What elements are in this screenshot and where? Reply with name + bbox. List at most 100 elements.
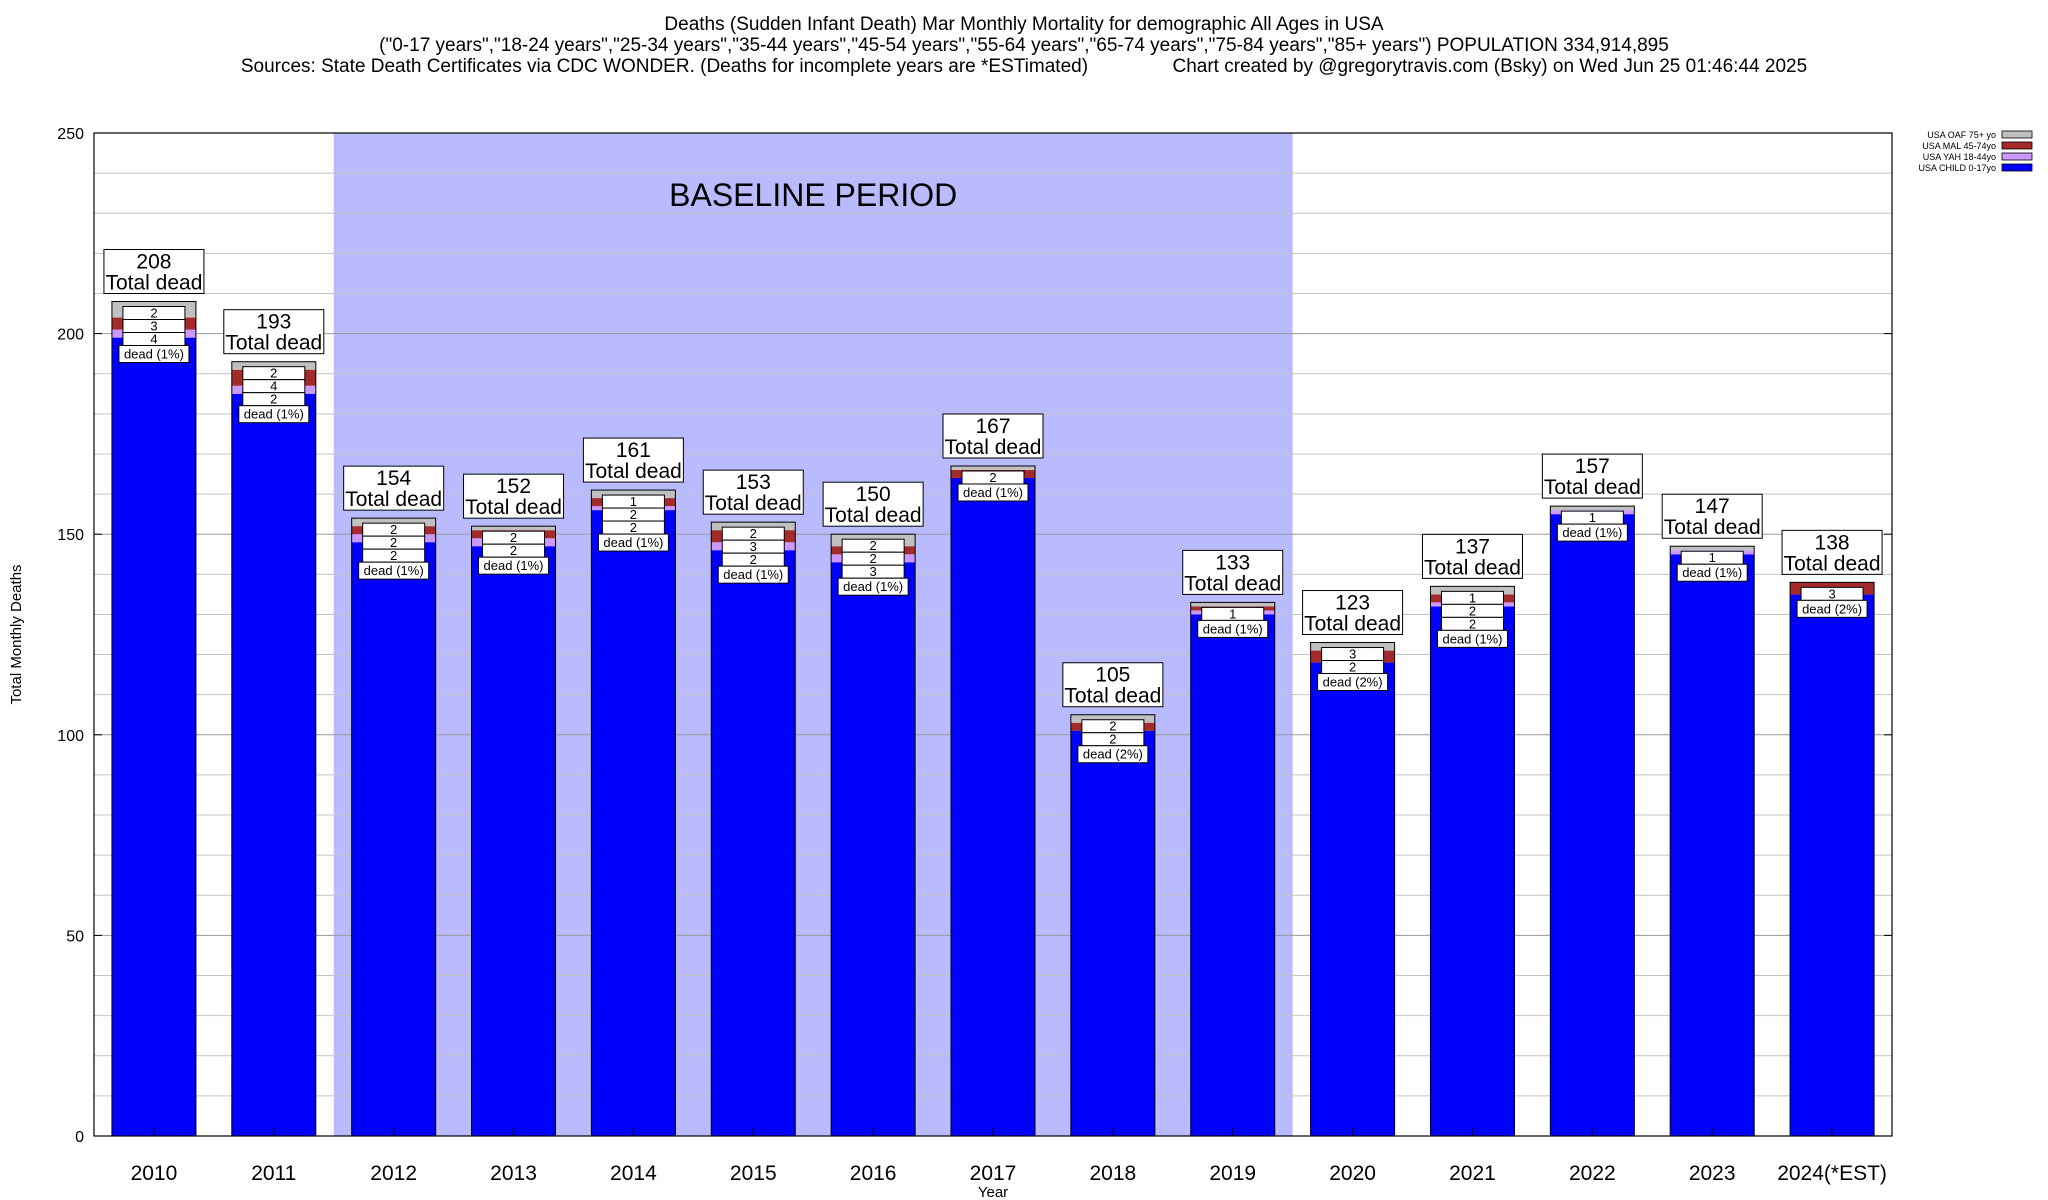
segment-value-label: 1: [1469, 590, 1476, 605]
x-tick-label: 2010: [131, 1162, 178, 1185]
total-value-label: 208: [136, 251, 171, 274]
total-callout-box: [1421, 533, 1523, 579]
legend-swatch: [2001, 152, 2033, 161]
segment-value-label: 2: [510, 543, 517, 558]
total-dead-label: Total dead: [345, 488, 442, 511]
dead-pct-box: [1436, 629, 1508, 648]
bar-segment: [951, 465, 1035, 471]
chart-subtitle: ("0-17 years","18-24 years","25-34 years…: [379, 35, 1669, 56]
y-tick-label: 250: [57, 126, 84, 143]
total-callout-box: [1182, 549, 1284, 595]
total-dead-label: Total dead: [1424, 556, 1521, 579]
total-dead-label: Total dead: [945, 436, 1042, 459]
y-tick-label: 0: [75, 1129, 84, 1146]
total-dead-label: Total dead: [1064, 685, 1161, 708]
total-callout-box: [1781, 529, 1883, 575]
x-tick-label: 2024(*EST): [1777, 1162, 1887, 1185]
dead-pct-box: [118, 345, 190, 364]
segment-value-label: 2: [510, 530, 517, 545]
segment-value-label: 2: [390, 522, 397, 537]
bar-segment: [711, 522, 796, 531]
legend-label: USA YAH 18-44yo: [1923, 152, 1996, 162]
bar-segment: [591, 490, 676, 499]
x-tick-label: 2023: [1689, 1162, 1736, 1185]
x-tick-label: 2021: [1449, 1162, 1496, 1185]
segment-value-label: 3: [150, 319, 157, 334]
bar-segment: [1550, 514, 1635, 1136]
bar-segment: [351, 518, 436, 527]
y-tick-label: 50: [66, 928, 84, 945]
bar-segment: [1310, 642, 1395, 651]
dead-pct-label: dead (1%): [1442, 631, 1502, 646]
dead-pct-label: dead (2%): [1802, 601, 1862, 616]
bar-segment: [711, 550, 796, 1136]
total-callout-box: [463, 473, 565, 519]
segment-value-label: 2: [750, 552, 757, 567]
x-axis-title: Year: [978, 1184, 1008, 1200]
segment-value-label: 1: [1709, 550, 1716, 565]
segment-value-label: 2: [150, 306, 157, 321]
dead-pct-box: [1317, 673, 1389, 692]
dead-pct-label: dead (1%): [484, 558, 544, 573]
dead-pct-label: dead (1%): [1682, 565, 1742, 580]
segment-value-label: 2: [630, 507, 637, 522]
total-value-label: 153: [736, 471, 771, 494]
segment-value-label: 2: [750, 526, 757, 541]
total-dead-label: Total dead: [585, 460, 682, 483]
dead-pct-box: [597, 533, 669, 552]
legend-label: USA CHILD 0-17yo: [1918, 163, 1996, 173]
y-tick-label: 100: [57, 728, 84, 745]
bar-segment: [1550, 506, 1635, 511]
segment-value-label: 1: [1589, 510, 1596, 525]
segment-value-label: 2: [390, 548, 397, 563]
dead-pct-label: dead (1%): [723, 567, 783, 582]
dead-pct-box: [957, 483, 1029, 502]
total-value-label: 150: [856, 483, 891, 506]
dead-pct-box: [1197, 619, 1269, 638]
segment-value-label: 2: [870, 551, 877, 566]
segment-value-label: 4: [270, 379, 277, 394]
bar-segment: [1430, 586, 1515, 595]
chart-credit: Chart created by @gregorytravis.com (Bsk…: [1172, 56, 1808, 77]
dead-pct-box: [1556, 523, 1628, 542]
total-value-label: 154: [376, 467, 411, 490]
dead-pct-box: [478, 556, 550, 575]
dead-pct-box: [1796, 599, 1868, 618]
x-tick-label: 2014: [610, 1162, 657, 1185]
segment-value-label: 3: [1828, 586, 1835, 601]
x-tick-label: 2019: [1209, 1162, 1256, 1185]
dead-pct-label: dead (2%): [1323, 675, 1383, 690]
total-callout-box: [343, 465, 445, 511]
chart-sources: Sources: State Death Certificates via CD…: [240, 56, 1089, 77]
bar-segment: [1190, 602, 1275, 607]
dead-pct-box: [238, 405, 310, 424]
x-tick-label: 2017: [970, 1162, 1017, 1185]
segment-value-label: 1: [630, 494, 637, 509]
total-dead-label: Total dead: [1544, 476, 1641, 499]
dead-pct-label: dead (1%): [963, 485, 1023, 500]
legend-label: USA MAL 45-74yo: [1922, 141, 1996, 151]
total-callout-box: [103, 249, 205, 295]
x-tick-label: 2012: [370, 1162, 417, 1185]
bar-segment: [471, 546, 556, 1136]
y-tick-label: 150: [57, 527, 84, 544]
bar-segment: [1070, 714, 1155, 723]
total-dead-label: Total dead: [465, 496, 562, 519]
total-dead-label: Total dead: [1784, 552, 1881, 575]
dead-pct-label: dead (1%): [1562, 525, 1622, 540]
chart-titles: Deaths (Sudden Infant Death) Mar Monthly…: [0, 14, 2048, 77]
bar-segment: [111, 337, 196, 1136]
bar-segment: [831, 562, 916, 1136]
total-callout-box: [942, 413, 1044, 459]
dead-pct-box: [358, 561, 430, 580]
bar-segment: [231, 393, 316, 1136]
baseline-period-label: BASELINE PERIOD: [669, 177, 957, 213]
total-value-label: 157: [1575, 455, 1610, 478]
segment-value-label: 1: [1229, 606, 1236, 621]
total-callout-box: [1661, 493, 1763, 539]
dead-pct-label: dead (2%): [1083, 747, 1143, 762]
bar-segment: [1190, 614, 1275, 1136]
bar-segment: [471, 526, 556, 531]
total-callout-box: [822, 481, 924, 527]
total-callout-box: [702, 469, 804, 515]
